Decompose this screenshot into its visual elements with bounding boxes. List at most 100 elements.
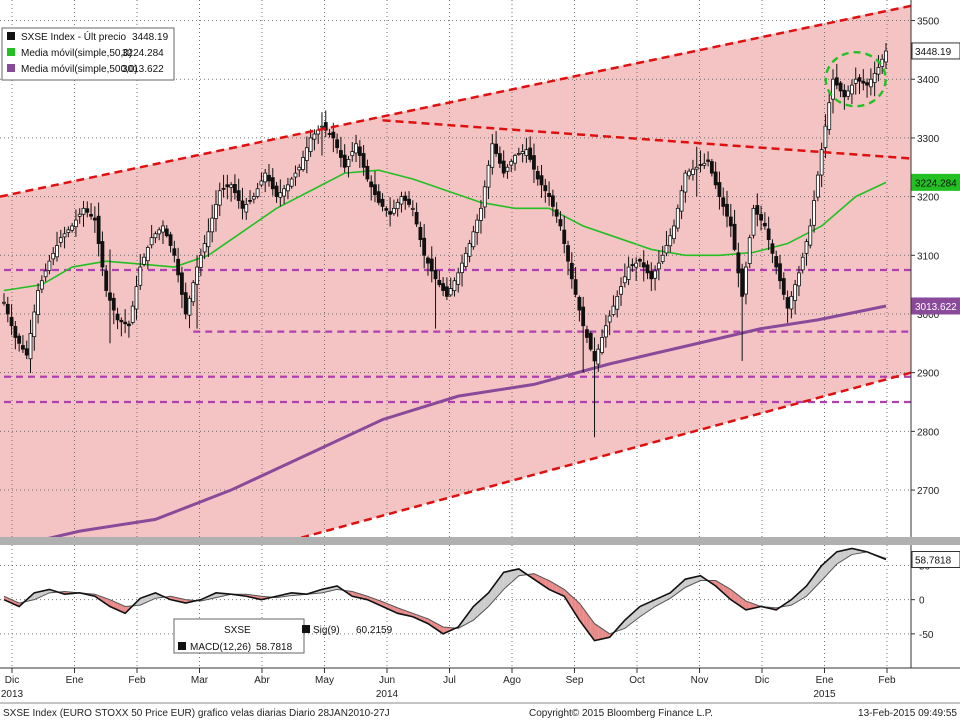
candle-body xyxy=(698,164,703,166)
candle-body xyxy=(558,219,563,227)
candle-body xyxy=(248,200,252,202)
legend-swatch-ma500 xyxy=(7,64,15,72)
candle-body xyxy=(123,321,128,325)
candle-body xyxy=(463,252,468,267)
candle-body xyxy=(467,243,472,257)
candle-body xyxy=(365,165,370,180)
macd-signal-fill xyxy=(840,550,845,562)
price-tick-label: 3200 xyxy=(917,193,940,204)
macd-signal-fill xyxy=(140,596,145,606)
candle-body xyxy=(660,254,665,262)
candle-body xyxy=(134,286,139,310)
macd-signal-fill xyxy=(647,601,652,612)
x-month-label: Feb xyxy=(878,675,896,686)
x-month-label: Dic xyxy=(5,675,19,686)
candle-body xyxy=(361,153,366,168)
macd-signal-fill xyxy=(738,595,743,608)
candle-body xyxy=(308,137,313,152)
candle-body xyxy=(176,258,181,276)
candle-body xyxy=(547,193,551,198)
candle-body xyxy=(479,207,483,221)
candle-body xyxy=(255,188,260,197)
candle-body xyxy=(812,200,816,226)
macd-legend-box xyxy=(173,618,305,654)
candle-body xyxy=(630,264,635,266)
candle-body xyxy=(861,80,866,84)
macd-signal-fill xyxy=(473,603,478,621)
price-panel: 2700 2800 2900 3000 3100 3200 3300 3400 3500 SXS… xyxy=(0,0,960,537)
candle-body xyxy=(554,209,559,217)
macd-signal-fill xyxy=(484,592,489,610)
candle-body xyxy=(414,212,419,225)
candle-body xyxy=(429,258,434,272)
x-month-label: Jun xyxy=(379,675,395,686)
macd-signal-fill xyxy=(568,592,572,609)
ma500-line xyxy=(47,304,887,537)
candle-body xyxy=(251,196,256,200)
candle-body xyxy=(115,313,120,321)
candle-body xyxy=(289,178,294,187)
macd-signal-fill xyxy=(477,599,481,617)
candle-body xyxy=(460,262,464,274)
candle-body xyxy=(293,172,298,178)
candle-body xyxy=(838,82,843,92)
macd-signal-fill xyxy=(556,584,561,595)
candle-body xyxy=(259,180,264,186)
candle-body xyxy=(664,245,669,254)
candle-body xyxy=(187,297,192,316)
macd-signal-fill xyxy=(518,568,523,576)
candle-body xyxy=(2,301,6,304)
candle-body xyxy=(619,286,623,295)
x-month-label: Oct xyxy=(629,675,645,686)
candle-body xyxy=(516,153,521,155)
macd-signal-fill xyxy=(34,591,39,600)
candle-body xyxy=(327,133,332,135)
candle-body xyxy=(683,172,688,193)
candle-body xyxy=(39,280,44,290)
candle-body xyxy=(62,233,67,238)
price-tick-label: 2700 xyxy=(917,486,940,497)
candle-body xyxy=(384,208,389,211)
legend-swatch-ma50 xyxy=(7,48,15,56)
candle-body xyxy=(111,297,116,311)
candle-body xyxy=(263,172,268,183)
price-tag-label: 3448.19 xyxy=(915,47,952,58)
candle-body xyxy=(407,198,411,205)
candle-body xyxy=(270,177,275,190)
candle-body xyxy=(161,225,165,233)
candle-body xyxy=(740,268,745,297)
candle-body xyxy=(577,297,582,311)
macd-signal-fill xyxy=(147,594,152,602)
footer-description: SXSE Index (EURO STOXX 50 Price EUR) gra… xyxy=(3,708,390,719)
candle-body xyxy=(539,175,544,186)
candle-body xyxy=(815,174,820,198)
macd-signal-fill xyxy=(730,589,735,603)
candle-body xyxy=(600,337,604,353)
ma50-line xyxy=(3,169,887,292)
macd-signal-fill xyxy=(499,572,504,594)
candle-body xyxy=(592,351,597,362)
candle-body xyxy=(426,257,430,264)
candle-body xyxy=(21,345,25,350)
macd-signal-fill xyxy=(571,596,576,615)
x-month-label: Nov xyxy=(691,675,709,686)
macd-legend-macd-label: MACD(12,26) xyxy=(190,642,251,653)
price-tick-label: 3100 xyxy=(917,251,940,262)
candle-body xyxy=(744,266,748,295)
macd-signal-fill xyxy=(749,602,754,610)
candle-body xyxy=(819,149,824,176)
price-tag-label: 3224.284 xyxy=(915,178,957,189)
macd-signal-fill xyxy=(480,596,485,614)
macd-signal-fill xyxy=(825,558,830,577)
candle-body xyxy=(762,223,767,227)
legend-label-ma500: Media móvil(simple,500,0) xyxy=(21,64,138,75)
candle-body xyxy=(191,282,196,303)
candle-body xyxy=(672,225,676,240)
macd-signal-fill xyxy=(745,601,750,610)
candle-body xyxy=(43,270,48,278)
macd-signal-fill xyxy=(685,578,690,588)
candle-body xyxy=(168,234,173,246)
candle-body xyxy=(513,155,517,164)
candle-body xyxy=(312,133,317,140)
candle-body xyxy=(751,207,756,236)
